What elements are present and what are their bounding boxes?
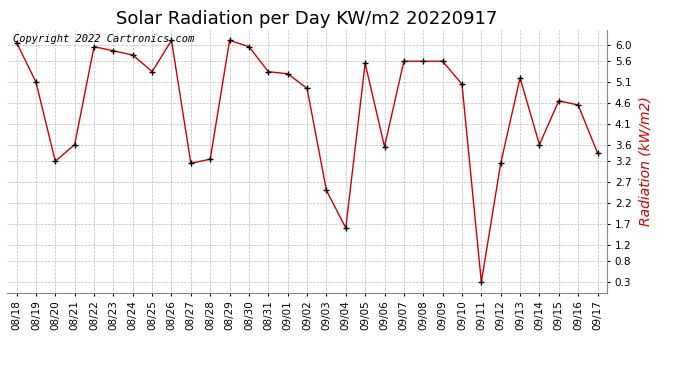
Title: Solar Radiation per Day KW/m2 20220917: Solar Radiation per Day KW/m2 20220917 <box>117 10 497 28</box>
Text: Copyright 2022 Cartronics.com: Copyright 2022 Cartronics.com <box>13 34 194 44</box>
Y-axis label: Radiation (kW/m2): Radiation (kW/m2) <box>638 96 653 226</box>
